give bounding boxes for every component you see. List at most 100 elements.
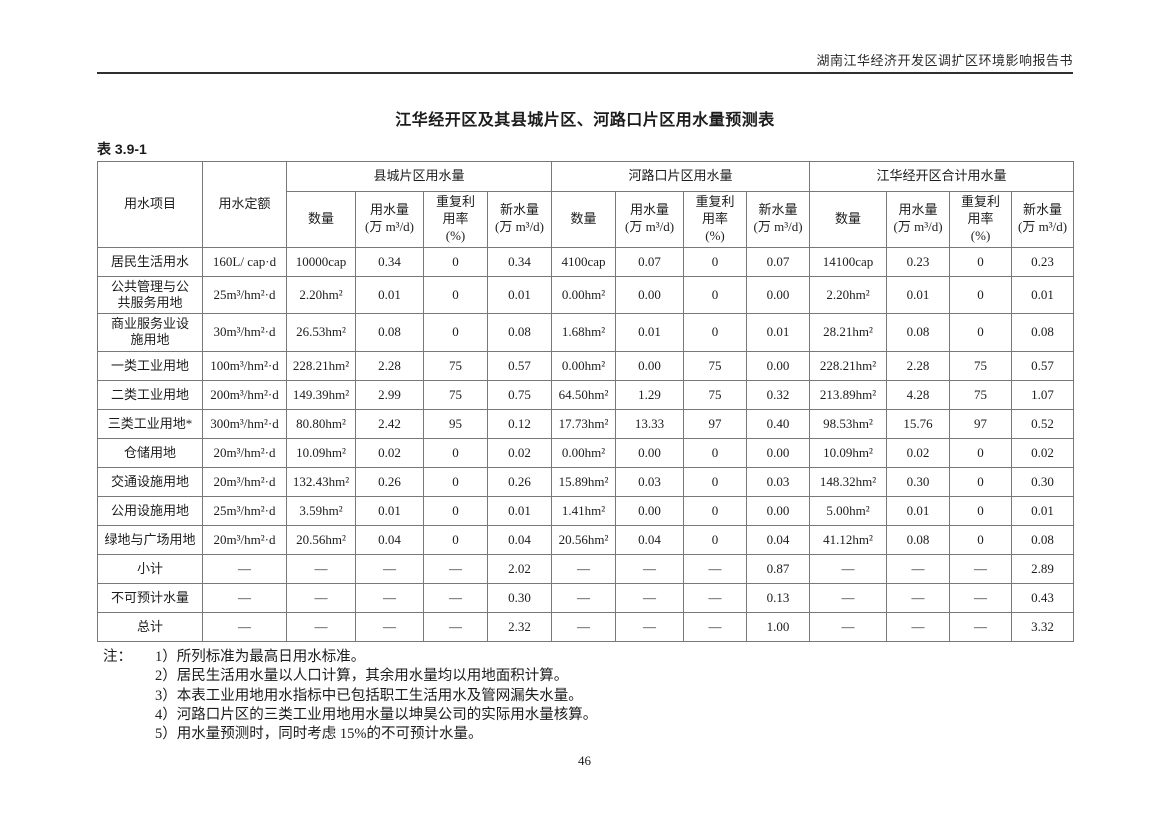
row-cell-value: 0.02 <box>486 437 553 468</box>
row-cell-value: 10.09hm² <box>809 437 888 468</box>
row-cell-value: 0.23 <box>1011 246 1075 277</box>
row-cell-value: 2.28 <box>886 350 951 381</box>
row-cell-value: — <box>886 553 951 584</box>
row-cell-value: — <box>886 611 951 642</box>
sub-header-quantity: 数量 <box>286 191 356 248</box>
row-cell-value: 0 <box>683 275 748 315</box>
row-cell-value: — <box>551 553 617 584</box>
row-cell-value: 0.01 <box>486 275 553 315</box>
row-quota-value: — <box>202 582 287 613</box>
row-cell-value: 0.04 <box>355 524 424 555</box>
row-cell-value: 0.57 <box>486 350 553 381</box>
row-cell-value: 98.53hm² <box>809 408 888 439</box>
row-cell-value: 1.68hm² <box>551 313 617 352</box>
row-cell-value: 0.01 <box>1011 495 1075 526</box>
row-cell-value: 0.34 <box>486 246 553 277</box>
row-item-label: 总计 <box>97 611 203 642</box>
sub-header-quantity: 数量 <box>809 191 888 248</box>
row-cell-value: — <box>423 553 488 584</box>
row-cell-value: 0.52 <box>1011 408 1075 439</box>
row-cell-value: 64.50hm² <box>551 379 617 410</box>
row-cell-value: 0.30 <box>486 582 553 613</box>
row-cell-value: — <box>809 611 888 642</box>
col-header-item: 用水项目 <box>97 161 203 248</box>
row-cell-value: 0.30 <box>886 466 951 497</box>
row-cell-value: 148.32hm² <box>809 466 888 497</box>
row-quota-value: 30m³/hm²·d <box>202 313 287 352</box>
row-cell-value: 0.30 <box>1011 466 1075 497</box>
note-text: 5）用水量预测时，同时考虑 15%的不可预计水量。 <box>155 726 483 743</box>
row-cell-value: 228.21hm² <box>809 350 888 381</box>
table-row: 三类工业用地* 300m³/hm²·d 80.80hm² 2.42 95 0.1… <box>97 408 1075 439</box>
row-cell-value: 0.13 <box>746 582 811 613</box>
row-cell-value: 0 <box>949 466 1013 497</box>
row-cell-value: 75 <box>423 350 488 381</box>
row-cell-value: 0.23 <box>886 246 951 277</box>
row-cell-value: 2.02 <box>486 553 553 584</box>
row-cell-value: 15.76 <box>886 408 951 439</box>
row-quota-value: — <box>202 611 287 642</box>
row-item-label: 公用设施用地 <box>97 495 203 526</box>
row-cell-value: — <box>615 582 685 613</box>
note-line: 2）居民生活用水量以人口计算，其余用水量均以用地面积计算。 <box>97 667 1073 686</box>
sub-header-water-use: 用水量 (万 m³/d) <box>355 191 424 248</box>
table-row: 仓储用地 20m³/hm²·d 10.09hm² 0.02 0 0.02 0.0… <box>97 437 1075 468</box>
row-cell-value: — <box>809 582 888 613</box>
row-quota-value: 20m³/hm²·d <box>202 437 287 468</box>
row-cell-value: 0.04 <box>615 524 685 555</box>
header-divider <box>97 72 1073 74</box>
row-item-label: 三类工业用地* <box>97 408 203 439</box>
row-cell-value: 0.87 <box>746 553 811 584</box>
row-cell-value: 4100cap <box>551 246 617 277</box>
row-cell-value: 0 <box>683 437 748 468</box>
row-cell-value: 0.08 <box>486 313 553 352</box>
row-cell-value: 0 <box>683 466 748 497</box>
row-cell-value: 0.08 <box>886 524 951 555</box>
row-cell-value: 0.75 <box>486 379 553 410</box>
table-row: 不可预计水量 — — — — 0.30 — — — 0.13 — — — 0.4… <box>97 582 1075 613</box>
row-cell-value: 0.01 <box>746 313 811 352</box>
row-cell-value: 0.00 <box>615 437 685 468</box>
row-cell-value: 75 <box>423 379 488 410</box>
row-cell-value: 0.08 <box>355 313 424 352</box>
row-cell-value: 80.80hm² <box>286 408 356 439</box>
row-quota-value: 20m³/hm²·d <box>202 466 287 497</box>
row-cell-value: 0.08 <box>886 313 951 352</box>
row-item-label: 商业服务业设 施用地 <box>97 313 203 352</box>
row-cell-value: — <box>551 611 617 642</box>
row-item-label: 公共管理与公 共服务用地 <box>97 275 203 315</box>
row-cell-value: 0.26 <box>355 466 424 497</box>
row-cell-value: 13.33 <box>615 408 685 439</box>
row-cell-value: 1.29 <box>615 379 685 410</box>
page-number: 46 <box>578 753 591 768</box>
table-row: 居民生活用水 160L/ cap·d 10000cap 0.34 0 0.34 … <box>97 246 1075 277</box>
group-header-helukou-district: 河路口片区用水量 <box>551 161 811 192</box>
row-cell-value: 14100cap <box>809 246 888 277</box>
row-cell-value: 0 <box>949 275 1013 315</box>
sub-header-reuse-rate: 重复利 用率 (%) <box>949 191 1013 248</box>
row-quota-value: 100m³/hm²·d <box>202 350 287 381</box>
row-item-label: 仓储用地 <box>97 437 203 468</box>
row-cell-value: 0.00 <box>615 495 685 526</box>
row-cell-value: — <box>286 611 356 642</box>
row-item-label: 绿地与广场用地 <box>97 524 203 555</box>
row-item-label: 一类工业用地 <box>97 350 203 381</box>
row-cell-value: 0 <box>949 437 1013 468</box>
row-cell-value: 0.00hm² <box>551 275 617 315</box>
row-cell-value: 5.00hm² <box>809 495 888 526</box>
row-cell-value: 3.59hm² <box>286 495 356 526</box>
row-cell-value: — <box>423 582 488 613</box>
table-row: 一类工业用地 100m³/hm²·d 228.21hm² 2.28 75 0.5… <box>97 350 1075 381</box>
row-cell-value: 132.43hm² <box>286 466 356 497</box>
notes-prefix: 注： <box>103 648 132 665</box>
row-quota-value: 25m³/hm²·d <box>202 275 287 315</box>
row-cell-value: 2.89 <box>1011 553 1075 584</box>
row-quota-value: 160L/ cap·d <box>202 246 287 277</box>
row-cell-value: 0.01 <box>886 495 951 526</box>
table-row: 小计 — — — — 2.02 — — — 0.87 — — — 2.89 <box>97 553 1075 584</box>
row-cell-value: 97 <box>683 408 748 439</box>
row-cell-value: 0 <box>683 246 748 277</box>
table-row: 公共管理与公 共服务用地 25m³/hm²·d 2.20hm² 0.01 0 0… <box>97 275 1075 315</box>
table-row: 交通设施用地 20m³/hm²·d 132.43hm² 0.26 0 0.26 … <box>97 466 1075 497</box>
row-cell-value: 0 <box>683 495 748 526</box>
